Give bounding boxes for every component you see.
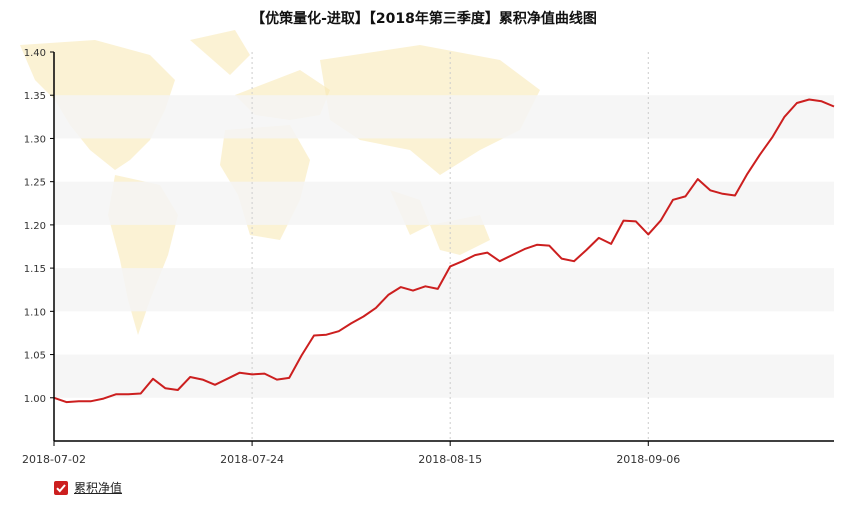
y-tick-label: 1.30: [24, 134, 46, 145]
x-axis-ticks: 2018-07-02 2018-07-24 2018-08-15 2018-09-06: [22, 441, 680, 466]
legend-checkbox-icon[interactable]: [54, 480, 68, 495]
series-layer: [53, 98, 835, 404]
chart-title: 【优策量化-进取】【2018年第三季度】累积净值曲线图: [251, 11, 597, 27]
y-tick-label: 1.40: [24, 48, 46, 59]
grid-band: [54, 268, 834, 312]
grid-bands: [54, 95, 834, 398]
legend-item[interactable]: 累积净值: [54, 479, 122, 496]
y-axis-ticks: 1.00 1.05 1.10 1.15 1.20 1.25 1.30 1.35 1.40: [24, 48, 54, 405]
y-tick-label: 1.25: [24, 178, 46, 189]
y-tick-label: 1.15: [24, 264, 46, 275]
legend-label: 累积净值: [74, 481, 123, 495]
y-tick-label: 1.35: [24, 91, 46, 102]
y-tick-label: 1.00: [24, 394, 46, 405]
x-tick-label: 2018-07-02: [22, 453, 86, 466]
y-tick-label: 1.05: [24, 351, 46, 362]
grid-band: [54, 95, 834, 139]
x-tick-label: 2018-08-15: [418, 453, 482, 466]
x-tick-label: 2018-09-06: [616, 453, 680, 466]
map-landmass-7: [430, 215, 490, 255]
map-landmass-2: [190, 30, 250, 75]
axes: [53, 52, 834, 442]
grid-band: [54, 354, 834, 398]
grid-band: [54, 181, 834, 225]
y-tick-label: 1.10: [24, 307, 46, 318]
x-tick-label: 2018-07-24: [220, 453, 284, 466]
y-tick-label: 1.20: [24, 221, 46, 232]
series-line-累积净值: [53, 98, 835, 404]
